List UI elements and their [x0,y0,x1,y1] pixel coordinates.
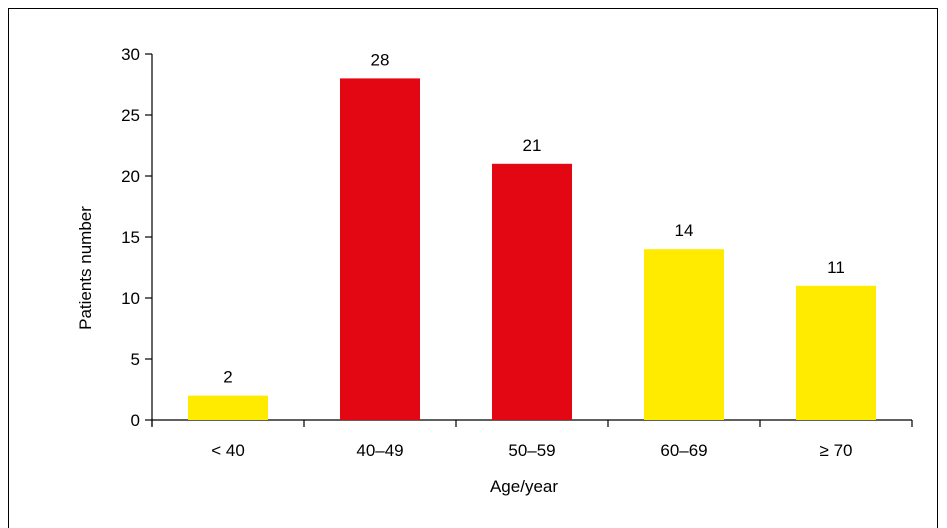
chart-frame [8,8,938,528]
y-tick-label: 25 [121,106,140,125]
y-axis-label: Patients number [76,206,95,330]
data-label: 28 [371,50,390,69]
bar [492,163,572,421]
x-axis-label: Age/year [490,477,558,496]
x-tick-label: ≥ 70 [820,441,853,460]
bar [644,249,724,420]
y-tick-label: 10 [121,289,140,308]
y-tick-label: 15 [121,228,140,247]
y-tick-label: 30 [121,45,140,64]
x-tick-label: 50–59 [508,441,555,460]
y-tick-label: 0 [131,411,140,430]
data-label: 11 [827,258,845,277]
data-label: 21 [523,136,542,155]
y-tick-label: 20 [121,167,140,186]
bars [188,78,876,421]
bar-chart: 0 5 10 15 20 25 30 2 < 40 28 40–49 21 50–59 14 60–69 1… [76,45,913,496]
bar [796,285,876,420]
data-label: 14 [675,221,694,240]
bar [340,78,420,421]
y-tick-label: 5 [131,350,140,369]
data-label: 2 [223,368,232,387]
bar [188,395,268,420]
x-tick-label: 40–49 [356,441,403,460]
x-tick-label: < 40 [211,441,245,460]
labels: 2 < 40 28 40–49 21 50–59 14 60–69 11 ≥ 70 [211,50,852,460]
x-tick-label: 60–69 [660,441,707,460]
